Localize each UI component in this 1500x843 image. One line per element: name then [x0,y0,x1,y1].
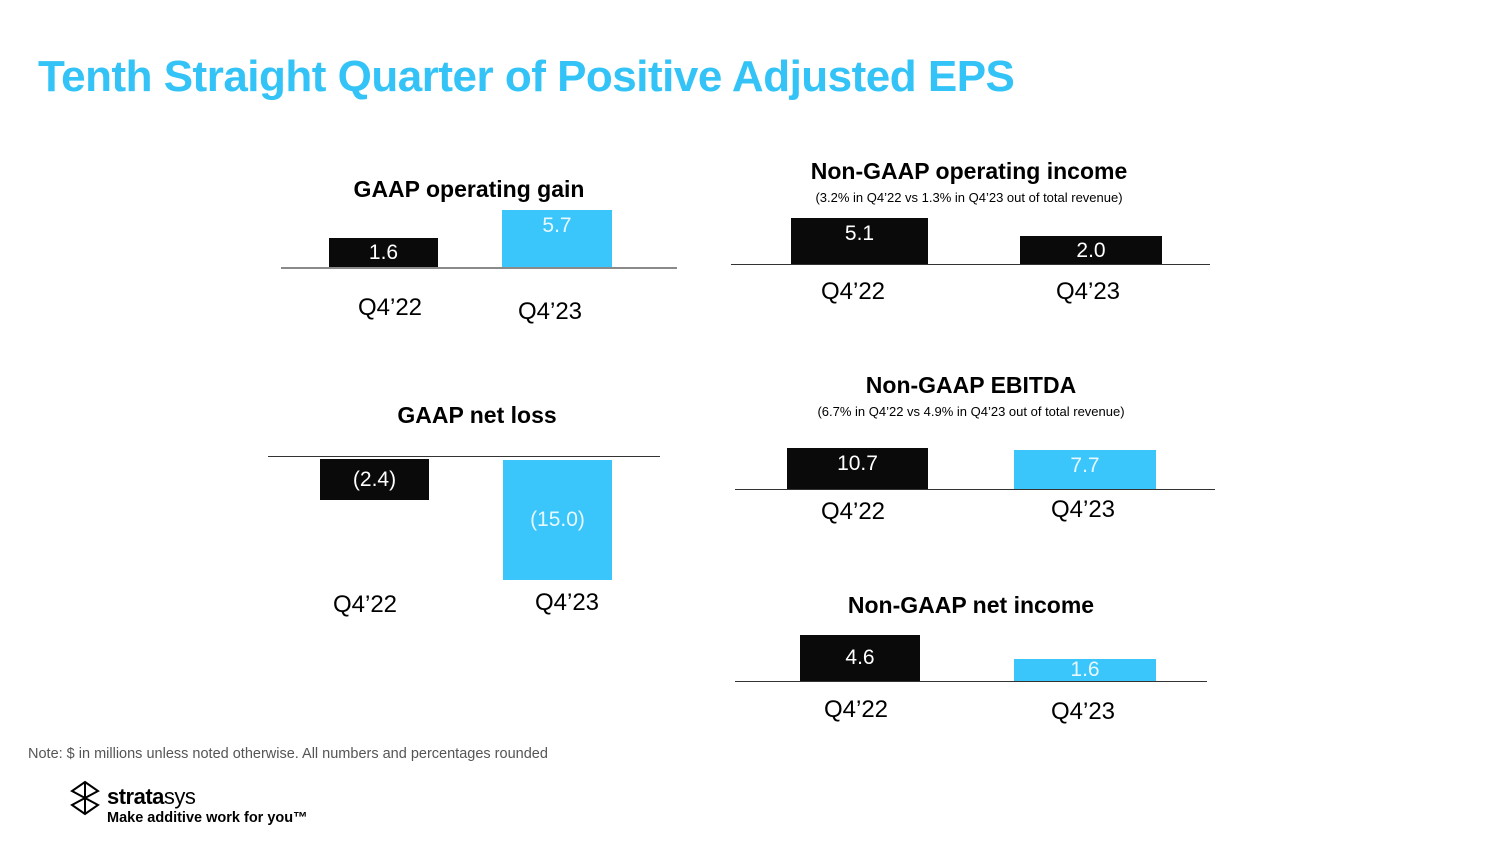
bar-q4-22: 1.6 [329,238,438,268]
data-label: 1.6 [368,241,399,264]
data-label: (2.4) [352,467,397,491]
bar-q4-22: 5.1 [791,218,928,265]
chart-title: Non-GAAP EBITDA [865,372,1077,398]
bar-q4-22: (2.4) [320,459,429,500]
chart-title: GAAP net loss [397,402,557,428]
x-tick-label: Q4’22 [820,278,886,305]
chart-title: Non-GAAP operating income [810,158,1128,184]
bar-q4-22: 10.7 [787,448,928,489]
bar-q4-22: 4.6 [800,635,920,681]
data-label: 2.0 [1076,238,1106,262]
footnote: Note: $ in millions unless noted otherwi… [28,746,548,762]
data-label: 4.6 [845,646,875,669]
x-tick-label: Q4’23 [1050,496,1116,523]
x-tick-label: Q4’22 [357,294,423,321]
axis-line [735,489,1215,490]
data-label: 10.7 [837,452,878,475]
axis-line [268,456,660,457]
x-tick-label: Q4’23 [534,589,600,616]
x-tick-label: Q4’23 [1050,698,1116,725]
stratasys-logo-icon [70,780,100,816]
x-tick-label: Q4’22 [820,498,886,525]
chart-title: Non-GAAP net income [847,592,1095,618]
axis-line [281,267,677,269]
chart-title: GAAP operating gain [353,176,585,202]
axis-line [731,264,1210,265]
x-tick-label: Q4’23 [517,298,583,325]
chart-subtitle: (6.7% in Q4’22 vs 4.9% in Q4’23 out of t… [817,404,1125,419]
axis-line [735,681,1207,682]
data-label: 5.7 [542,214,572,237]
bar-q4-23: 2.0 [1020,236,1162,265]
bar-q4-23: 7.7 [1014,450,1156,489]
x-tick-label: Q4’23 [1055,278,1121,305]
bar-q4-23: (15.0) [503,460,612,580]
bar-q4-23: 5.7 [502,210,612,268]
data-label: 5.1 [844,222,875,245]
data-label: 7.7 [1070,454,1100,477]
data-label: (15.0) [530,508,585,531]
x-tick-label: Q4’22 [332,591,398,618]
chart-subtitle: (3.2% in Q4’22 vs 1.3% in Q4’23 out of t… [815,190,1123,205]
brand-name: stratasys [107,784,196,809]
x-tick-label: Q4’22 [823,696,889,723]
bar-q4-23: 1.6 [1014,658,1156,681]
data-label: 1.6 [1070,658,1100,681]
brand-tagline: Make additive work for you™ [107,810,308,826]
page-title: Tenth Straight Quarter of Positive Adjus… [38,52,1015,101]
